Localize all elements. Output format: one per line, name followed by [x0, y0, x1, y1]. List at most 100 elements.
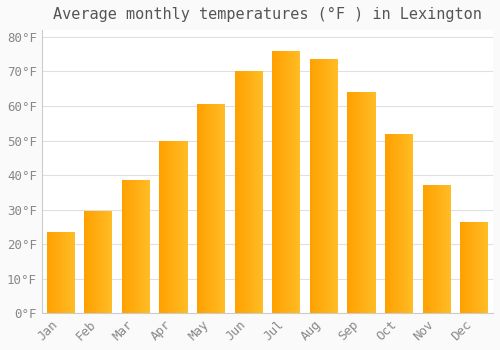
Bar — [470, 222, 472, 313]
Bar — [71, 232, 72, 313]
Bar — [325, 60, 326, 313]
Bar — [273, 51, 274, 313]
Bar — [352, 92, 353, 313]
Bar — [199, 104, 200, 313]
Bar — [236, 71, 238, 313]
Bar — [436, 186, 438, 313]
Bar — [272, 51, 273, 313]
Bar — [399, 134, 400, 313]
Bar — [176, 140, 177, 313]
Bar — [314, 60, 316, 313]
Bar — [400, 134, 401, 313]
Bar — [248, 71, 250, 313]
Bar — [440, 186, 442, 313]
Bar — [468, 222, 469, 313]
Bar — [257, 71, 258, 313]
Bar — [258, 71, 259, 313]
Bar — [70, 232, 71, 313]
Bar — [449, 186, 450, 313]
Bar — [371, 92, 372, 313]
Bar — [433, 186, 434, 313]
Bar — [461, 222, 462, 313]
Bar — [316, 60, 318, 313]
Bar — [135, 180, 136, 313]
Bar — [370, 92, 371, 313]
Bar — [211, 104, 212, 313]
Bar — [368, 92, 369, 313]
Bar — [444, 186, 445, 313]
Bar — [213, 104, 214, 313]
Bar — [73, 232, 74, 313]
Bar — [167, 140, 168, 313]
Bar — [252, 71, 254, 313]
Bar — [260, 71, 261, 313]
Bar — [87, 211, 88, 313]
Bar — [46, 232, 48, 313]
Bar — [103, 211, 104, 313]
Bar — [486, 222, 488, 313]
Bar — [277, 51, 278, 313]
Bar — [348, 92, 349, 313]
Bar — [162, 140, 163, 313]
Bar — [462, 222, 463, 313]
Bar — [126, 180, 128, 313]
Bar — [90, 211, 92, 313]
Bar — [144, 180, 145, 313]
Bar — [282, 51, 284, 313]
Bar — [53, 232, 54, 313]
Bar — [69, 232, 70, 313]
Bar — [57, 232, 58, 313]
Bar — [50, 232, 51, 313]
Bar — [322, 60, 323, 313]
Bar — [401, 134, 402, 313]
Bar — [134, 180, 135, 313]
Bar — [161, 140, 162, 313]
Bar — [180, 140, 181, 313]
Bar — [132, 180, 133, 313]
Bar — [62, 232, 64, 313]
Bar — [397, 134, 398, 313]
Bar — [386, 134, 387, 313]
Bar — [241, 71, 242, 313]
Bar — [296, 51, 298, 313]
Bar — [445, 186, 446, 313]
Bar — [332, 60, 333, 313]
Bar — [209, 104, 210, 313]
Bar — [246, 71, 248, 313]
Bar — [197, 104, 198, 313]
Bar — [122, 180, 124, 313]
Bar — [362, 92, 364, 313]
Bar — [106, 211, 108, 313]
Bar — [54, 232, 55, 313]
Bar — [60, 232, 62, 313]
Bar — [243, 71, 244, 313]
Bar — [250, 71, 252, 313]
Bar — [204, 104, 206, 313]
Bar — [321, 60, 322, 313]
Bar — [408, 134, 410, 313]
Bar — [355, 92, 356, 313]
Bar — [212, 104, 213, 313]
Bar — [298, 51, 300, 313]
Bar — [101, 211, 102, 313]
Bar — [372, 92, 374, 313]
Bar — [51, 232, 52, 313]
Bar — [466, 222, 468, 313]
Bar — [430, 186, 431, 313]
Bar — [224, 104, 225, 313]
Bar — [358, 92, 360, 313]
Bar — [442, 186, 443, 313]
Bar — [214, 104, 215, 313]
Bar — [216, 104, 218, 313]
Bar — [374, 92, 376, 313]
Bar — [447, 186, 448, 313]
Bar — [210, 104, 211, 313]
Bar — [291, 51, 292, 313]
Bar — [182, 140, 183, 313]
Bar — [484, 222, 486, 313]
Bar — [206, 104, 208, 313]
Bar — [100, 211, 101, 313]
Bar — [426, 186, 427, 313]
Bar — [422, 186, 424, 313]
Bar — [98, 211, 99, 313]
